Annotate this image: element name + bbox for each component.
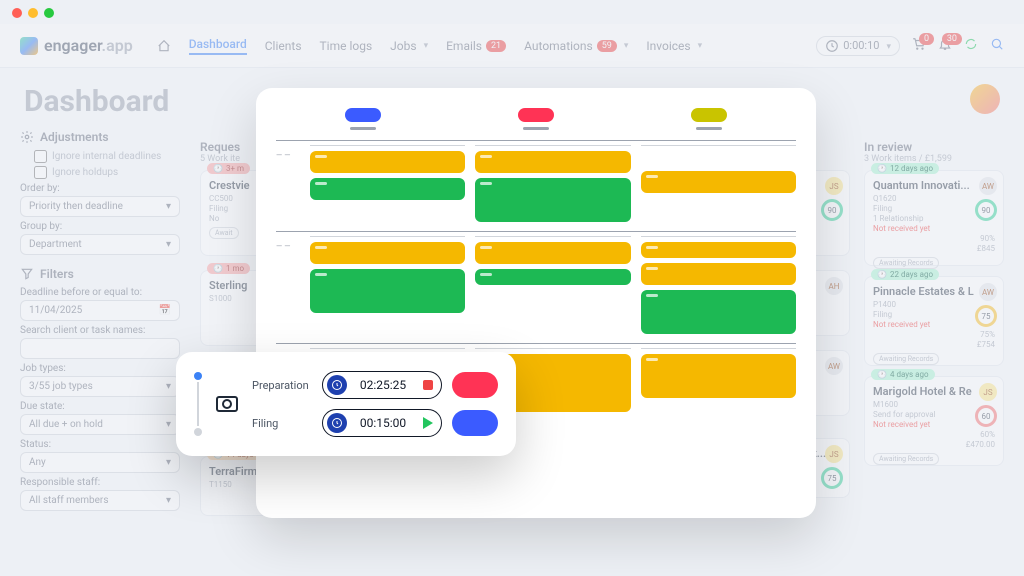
timeline-dot-active	[194, 372, 202, 380]
automations-badge: 59	[597, 40, 617, 52]
nav-timelogs[interactable]: Time logs	[320, 39, 373, 53]
check-ignore-holdups[interactable]: Ignore holdups	[34, 166, 180, 179]
timer-pill-2[interactable]: 00:15:00	[322, 409, 442, 437]
nav-home[interactable]	[157, 39, 171, 53]
check-ignore-internal[interactable]: Ignore internal deadlines	[34, 150, 180, 163]
select-group-by[interactable]: Department▾	[20, 234, 180, 255]
emails-badge: 21	[486, 40, 506, 52]
card[interactable]: 🕐 12 days agoQuantum Innovati...Q1620AW9…	[864, 170, 1004, 266]
input-search[interactable]	[20, 338, 180, 359]
col-header-2	[518, 108, 554, 122]
brand-suffix: .app	[102, 36, 133, 55]
nav-jobs[interactable]: Jobs	[390, 39, 428, 53]
topbar: engager.app Dashboard Clients Time logs …	[0, 24, 1024, 68]
mac-min[interactable]	[28, 8, 38, 18]
search-icon[interactable]	[990, 37, 1004, 54]
col-header-1	[345, 108, 381, 122]
timer-row-filing: Filing 00:15:00	[252, 409, 498, 437]
nav-emails[interactable]: Emails21	[446, 39, 506, 53]
card[interactable]: 🕐 22 days agoPinnacle Estates & LP1400AW…	[864, 276, 1004, 366]
bell-icon[interactable]: 30	[938, 37, 952, 54]
logo-icon	[20, 37, 38, 55]
input-deadline[interactable]: 11/04/2025📅	[20, 300, 180, 321]
card[interactable]: 🕐 4 days agoMarigold Hotel & ReM1600JS60…	[864, 376, 1004, 466]
page-title: Dashboard	[24, 84, 169, 119]
nav-invoices[interactable]: Invoices	[646, 39, 702, 53]
refresh-icon[interactable]	[964, 37, 978, 54]
color-swatch-2[interactable]	[452, 410, 498, 436]
select-staff[interactable]: All staff members▾	[20, 490, 180, 511]
cash-icon	[216, 396, 238, 412]
user-avatar[interactable]	[970, 84, 1000, 114]
mac-close[interactable]	[12, 8, 22, 18]
clock-icon	[327, 413, 347, 433]
color-swatch-1[interactable]	[452, 372, 498, 398]
filters-head: Filters	[20, 267, 180, 281]
col-header-3	[691, 108, 727, 122]
nav-clients[interactable]: Clients	[265, 39, 302, 53]
global-timer[interactable]: 0:00:10	[816, 36, 900, 56]
select-jobtypes[interactable]: 3/55 job types▾	[20, 376, 180, 397]
sidebar: Adjustments Ignore internal deadlines Ig…	[20, 130, 180, 523]
logo[interactable]: engager.app	[20, 36, 133, 55]
clock-icon	[327, 375, 347, 395]
timer-row-preparation: Preparation 02:25:25	[252, 371, 498, 399]
overlay-timer-panel: Preparation 02:25:25 Filing 00:15:00	[176, 352, 516, 456]
timer-pill-1[interactable]: 02:25:25	[322, 371, 442, 399]
nav-automations[interactable]: Automations59	[524, 39, 628, 53]
play-button[interactable]	[419, 414, 437, 432]
stop-button[interactable]	[419, 376, 437, 394]
timeline-dot	[194, 428, 202, 436]
brand-name: engager	[44, 36, 102, 55]
mac-max[interactable]	[44, 8, 54, 18]
nav-dashboard[interactable]: Dashboard	[189, 37, 247, 55]
select-due[interactable]: All due + on hold▾	[20, 414, 180, 435]
adjustments-head: Adjustments	[20, 130, 180, 144]
cart-icon[interactable]: 0	[912, 37, 926, 54]
nav: Dashboard Clients Time logs Jobs Emails2…	[157, 37, 702, 55]
select-order-by[interactable]: Priority then deadline▾	[20, 196, 180, 217]
select-status[interactable]: Any▾	[20, 452, 180, 473]
